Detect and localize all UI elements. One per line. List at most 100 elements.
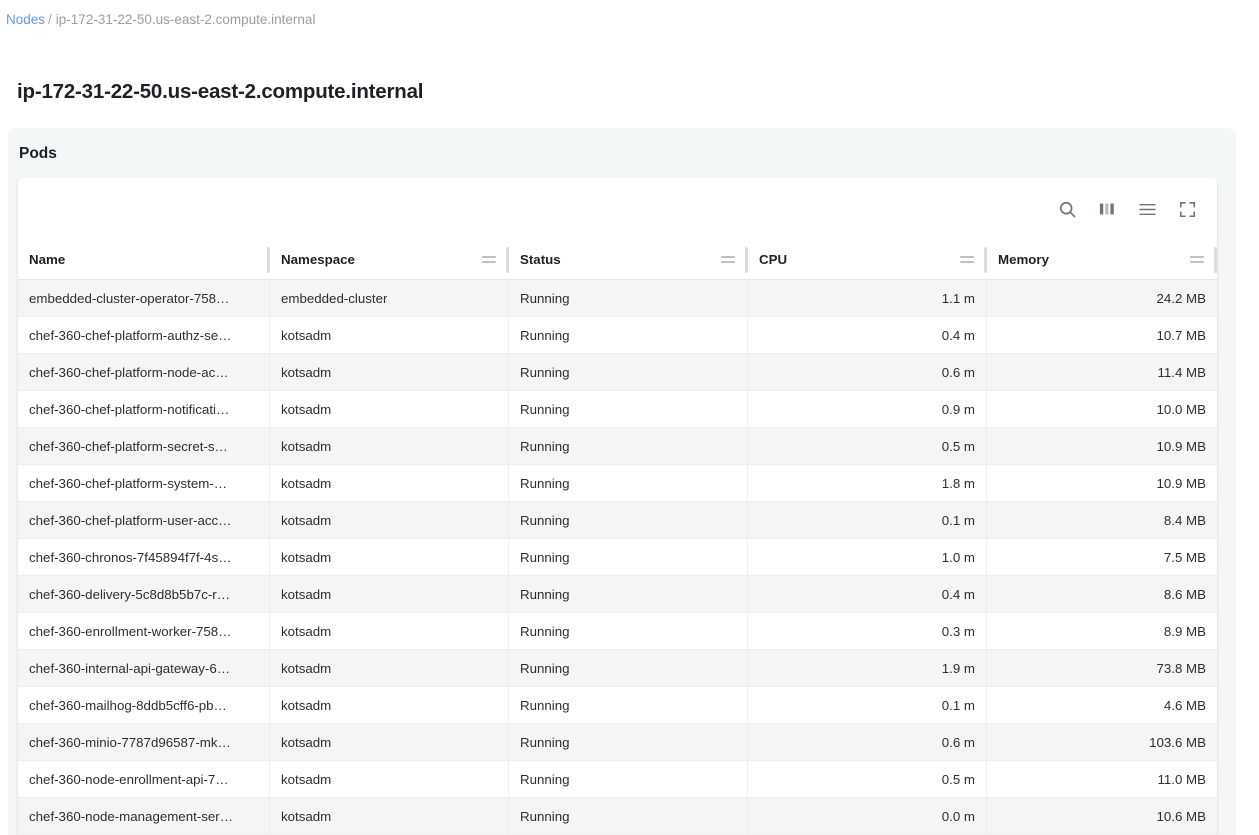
fullscreen-button[interactable]: [1169, 191, 1205, 227]
cell-cpu: 0.5 m: [748, 428, 987, 464]
cell-cpu: 0.4 m: [748, 317, 987, 353]
column-menu-icon-memory[interactable]: [1190, 252, 1206, 268]
column-menu-icon-cpu[interactable]: [960, 252, 976, 268]
cell-status-text: Running: [520, 290, 570, 306]
table-row[interactable]: chef-360-node-enrollment-api-7… kotsadm Ru…: [18, 761, 1217, 798]
cell-memory-text: 8.9 MB: [1163, 623, 1206, 639]
table-toolbar: [18, 178, 1217, 240]
cell-status: Running: [509, 576, 748, 612]
column-header-cpu-label: CPU: [759, 252, 788, 267]
column-resize-handle-status[interactable]: [745, 247, 748, 273]
cell-namespace-text: kotsadm: [281, 512, 332, 528]
search-icon: [1057, 199, 1078, 220]
column-header-memory[interactable]: Memory: [987, 240, 1217, 279]
fullscreen-icon: [1178, 200, 1197, 219]
cell-cpu: 1.9 m: [748, 650, 987, 686]
cell-namespace-text: kotsadm: [281, 438, 332, 454]
table-row[interactable]: embedded-cluster-operator-758… embedded-c…: [18, 280, 1217, 317]
cell-cpu: 0.3 m: [748, 613, 987, 649]
table-row[interactable]: chef-360-mailhog-8ddb5cff6-pb… kotsadm Run…: [18, 687, 1217, 724]
cell-status-text: Running: [520, 549, 570, 565]
cell-cpu-text: 0.9 m: [941, 401, 975, 417]
cell-cpu-text: 0.4 m: [941, 327, 975, 343]
cell-memory: 10.9 MB: [987, 465, 1217, 501]
column-resize-handle-namespace[interactable]: [506, 247, 509, 273]
column-resize-handle-memory[interactable]: [1214, 247, 1217, 273]
cell-name-text: chef-360-chef-platform-system-…: [29, 475, 228, 491]
cell-namespace: kotsadm: [270, 761, 509, 797]
column-header-namespace[interactable]: Namespace: [270, 240, 509, 279]
column-menu-icon-status[interactable]: [721, 252, 737, 268]
cell-status-text: Running: [520, 660, 570, 676]
cell-name-text: chef-360-chef-platform-authz-se…: [29, 327, 232, 343]
cell-memory: 73.8 MB: [987, 650, 1217, 686]
cell-namespace-text: kotsadm: [281, 771, 332, 787]
cell-status-text: Running: [520, 475, 570, 491]
table-body: embedded-cluster-operator-758… embedded-c…: [18, 280, 1217, 835]
cell-status-text: Running: [520, 401, 570, 417]
cell-memory-text: 8.4 MB: [1163, 512, 1206, 528]
cell-name-text: chef-360-enrollment-worker-758…: [29, 623, 232, 639]
column-resize-handle-cpu[interactable]: [984, 247, 987, 273]
cell-namespace: kotsadm: [270, 428, 509, 464]
table-row[interactable]: chef-360-chef-platform-authz-se… kotsadm R…: [18, 317, 1217, 354]
cell-namespace-text: kotsadm: [281, 475, 332, 491]
table-row[interactable]: chef-360-delivery-5c8d8b5b7c-r… kotsadm Ru…: [18, 576, 1217, 613]
column-header-status[interactable]: Status: [509, 240, 748, 279]
cell-status-text: Running: [520, 512, 570, 528]
table-row[interactable]: chef-360-enrollment-worker-758… kotsadm Ru…: [18, 613, 1217, 650]
table-row[interactable]: chef-360-minio-7787d96587-mk… kotsadm Runn…: [18, 724, 1217, 761]
cell-name: chef-360-chronos-7f45894f7f-4s…: [18, 539, 270, 575]
cell-cpu: 1.1 m: [748, 280, 987, 316]
cell-name: embedded-cluster-operator-758…: [18, 280, 270, 316]
cell-status: Running: [509, 539, 748, 575]
cell-memory-text: 24.2 MB: [1156, 290, 1206, 306]
cell-cpu: 0.1 m: [748, 502, 987, 538]
cell-cpu: 1.0 m: [748, 539, 987, 575]
table-row[interactable]: chef-360-chef-platform-system-… kotsadm Ru…: [18, 465, 1217, 502]
cell-memory: 10.9 MB: [987, 428, 1217, 464]
search-button[interactable]: [1049, 191, 1085, 227]
cell-name: chef-360-internal-api-gateway-6…: [18, 650, 270, 686]
cell-memory-text: 11.4 MB: [1157, 364, 1206, 380]
column-header-cpu[interactable]: CPU: [748, 240, 987, 279]
cell-cpu-text: 0.6 m: [941, 364, 975, 380]
cell-name: chef-360-enrollment-worker-758…: [18, 613, 270, 649]
cell-memory-text: 10.9 MB: [1156, 438, 1206, 454]
cell-namespace: kotsadm: [270, 650, 509, 686]
column-menu-icon-namespace[interactable]: [482, 252, 498, 268]
cell-status-text: Running: [520, 364, 570, 380]
cell-namespace-text: kotsadm: [281, 364, 332, 380]
cell-cpu: 0.9 m: [748, 391, 987, 427]
cell-cpu-text: 1.0 m: [941, 549, 975, 565]
cell-name-text: chef-360-chef-platform-user-acc…: [29, 512, 232, 528]
cell-memory: 10.7 MB: [987, 317, 1217, 353]
cell-status-text: Running: [520, 734, 570, 750]
breadcrumb-link-nodes[interactable]: Nodes: [6, 12, 46, 27]
cell-namespace: kotsadm: [270, 465, 509, 501]
cell-cpu-text: 0.4 m: [941, 586, 975, 602]
table-row[interactable]: chef-360-chef-platform-node-ac… kotsadm Ru…: [18, 354, 1217, 391]
cell-namespace-text: kotsadm: [281, 549, 332, 565]
columns-button[interactable]: [1089, 191, 1125, 227]
cell-status: Running: [509, 687, 748, 723]
table-row[interactable]: chef-360-internal-api-gateway-6… kotsadm R…: [18, 650, 1217, 687]
cell-cpu: 0.0 m: [748, 798, 987, 834]
density-button[interactable]: [1129, 191, 1165, 227]
table-row[interactable]: chef-360-chef-platform-user-acc… kotsadm R…: [18, 502, 1217, 539]
cell-name-text: chef-360-node-management-ser…: [29, 808, 233, 824]
table-row[interactable]: chef-360-node-management-ser… kotsadm Runn…: [18, 798, 1217, 835]
cell-namespace-text: kotsadm: [281, 623, 332, 639]
table-row[interactable]: chef-360-chef-platform-notificati… kotsad…: [18, 391, 1217, 428]
cell-memory-text: 10.6 MB: [1156, 808, 1206, 824]
cell-name-text: chef-360-chef-platform-node-ac…: [29, 364, 229, 380]
cell-cpu-text: 1.8 m: [941, 475, 975, 491]
table-row[interactable]: chef-360-chef-platform-secret-s… kotsadm R…: [18, 428, 1217, 465]
cell-status: Running: [509, 354, 748, 390]
cell-status: Running: [509, 317, 748, 353]
column-resize-handle-name[interactable]: [267, 247, 270, 273]
column-header-name[interactable]: Name: [18, 240, 270, 279]
table-row[interactable]: chef-360-chronos-7f45894f7f-4s… kotsadm Ru…: [18, 539, 1217, 576]
cell-memory: 7.5 MB: [987, 539, 1217, 575]
